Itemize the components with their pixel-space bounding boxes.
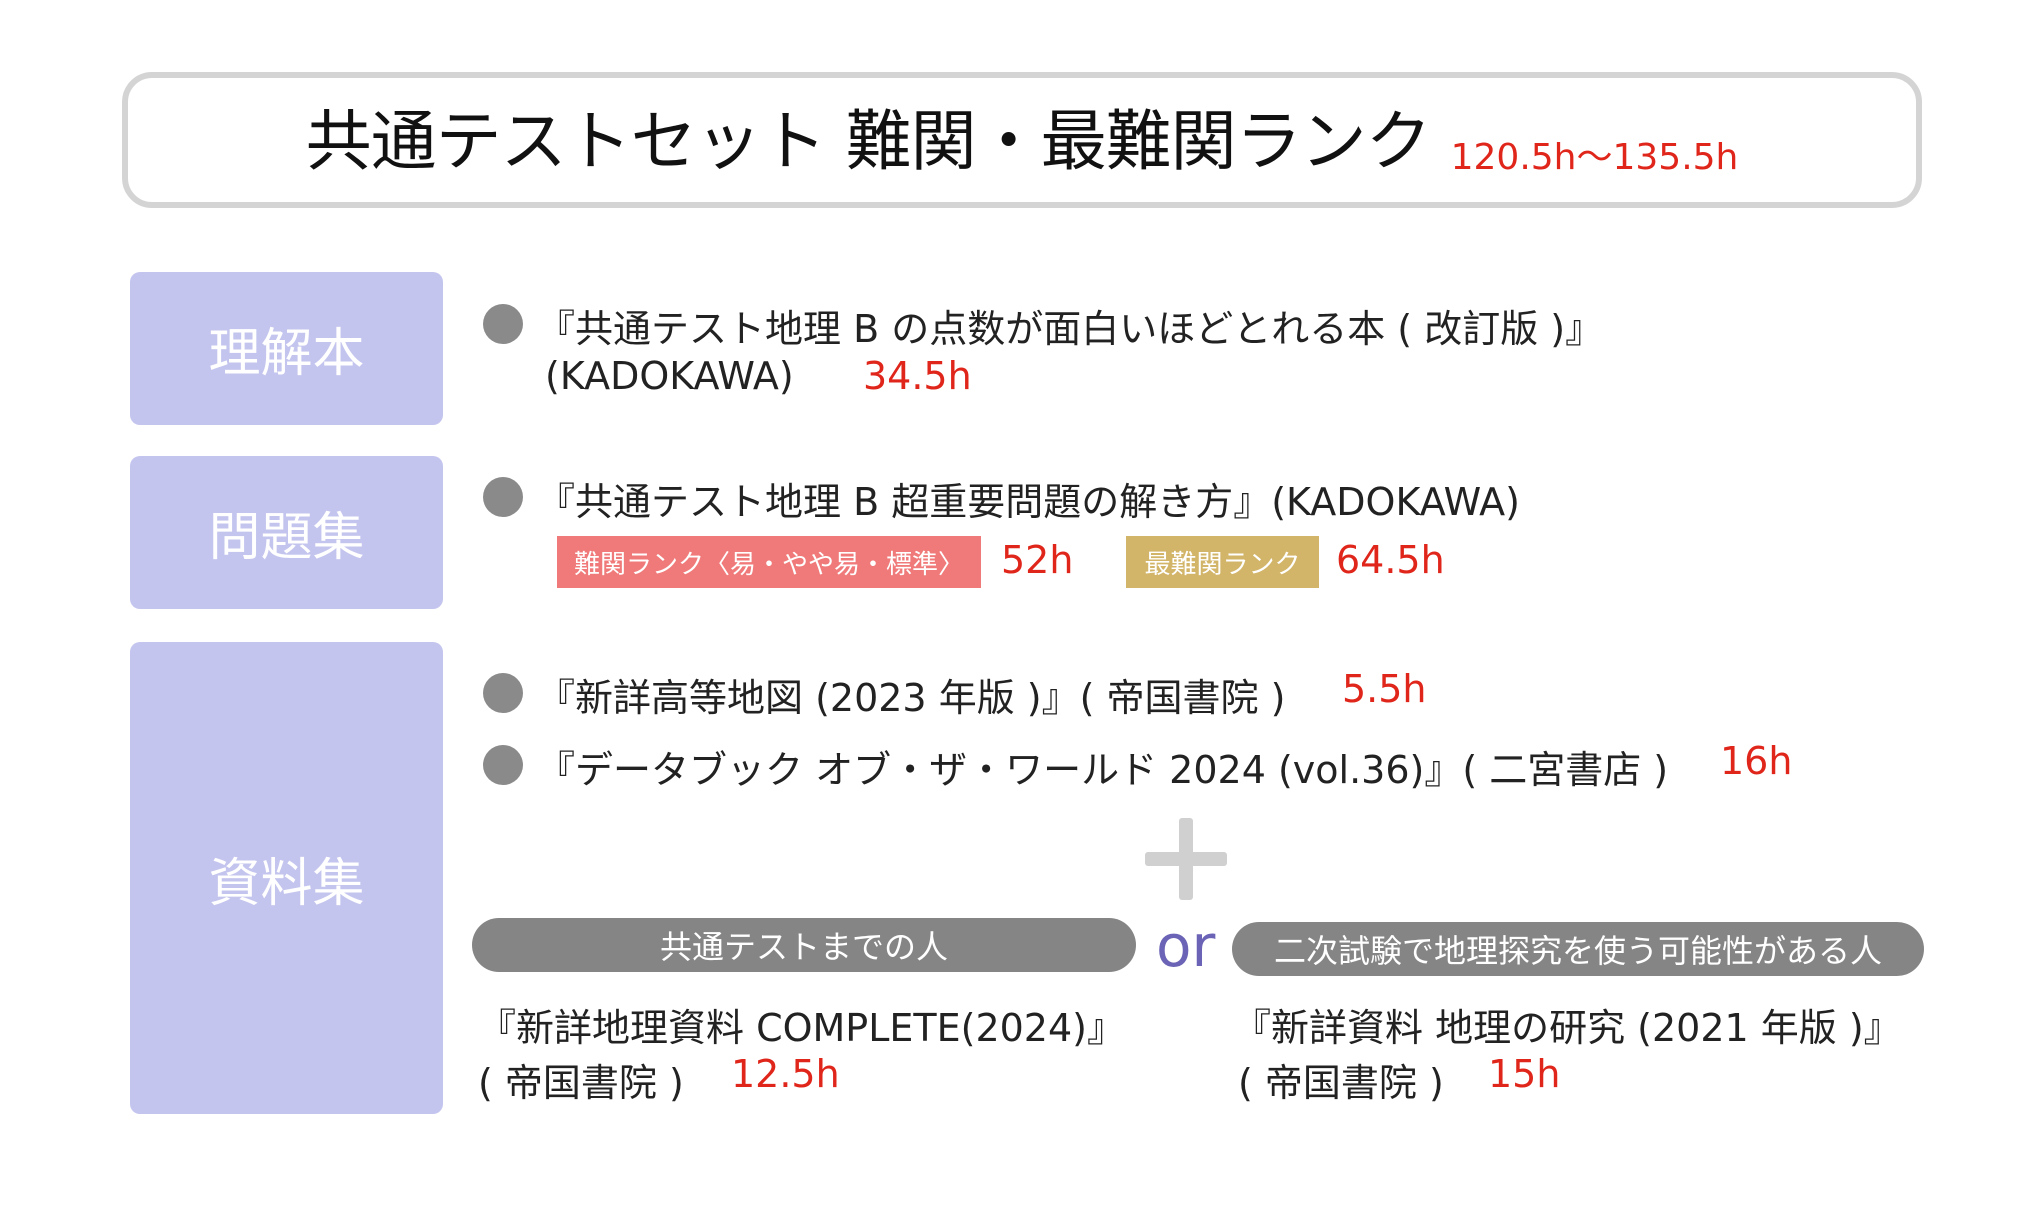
bullet-icon [483, 477, 523, 517]
tag-top-rank: 最難関ランク [1126, 536, 1319, 588]
material-item-atlas: 『新詳高等地図 (2023 年版 )』( 帝国書院 ) [537, 676, 1286, 720]
understanding-book-publisher: (KADOKAWA) [545, 354, 794, 398]
bullet-icon [483, 304, 523, 344]
page-title: 共通テストセット 難関・最難関ランク [305, 103, 1432, 180]
material-item-databook-hours: 16h [1720, 739, 1793, 783]
tag-difficult-rank: 難関ランク〈易・やや易・標準〉 [557, 536, 981, 588]
option-left-book-title: 『新詳地理資料 COMPLETE(2024)』 [478, 1006, 1125, 1050]
option-left-book-hours: 12.5h [731, 1052, 840, 1096]
bullet-icon [483, 745, 523, 785]
material-item-databook: 『データブック オブ・ザ・ワールド 2024 (vol.36)』( 二宮書店 ) [537, 748, 1669, 792]
material-item-atlas-hours: 5.5h [1342, 667, 1427, 711]
bullet-icon [483, 673, 523, 713]
option-pill-secondary-exam: 二次試験で地理探究を使う可能性がある人 [1232, 922, 1924, 976]
understanding-book-title: 『共通テスト地理 B の点数が面白いほどとれる本 ( 改訂版 )』 [537, 307, 1604, 351]
category-understanding: 理解本 [130, 272, 443, 425]
category-materials: 資料集 [130, 642, 443, 1114]
problem-book-hours-top: 64.5h [1336, 538, 1445, 582]
or-label: or [1156, 912, 1216, 980]
problem-book-hours-difficult: 52h [1001, 538, 1074, 582]
option-pill-common-test: 共通テストまでの人 [472, 918, 1136, 972]
problem-book-title: 『共通テスト地理 B 超重要問題の解き方』(KADOKAWA) [537, 480, 1520, 524]
option-left-book-publisher: ( 帝国書院 ) [478, 1061, 684, 1105]
understanding-book-hours: 34.5h [863, 354, 972, 398]
option-right-book-hours: 15h [1488, 1052, 1561, 1096]
title-hours: 120.5h〜135.5h [1450, 137, 1739, 178]
option-right-book-publisher: ( 帝国書院 ) [1238, 1061, 1444, 1105]
title-box: 共通テストセット 難関・最難関ランク 120.5h〜135.5h [122, 72, 1922, 208]
option-right-book-title: 『新詳資料 地理の研究 (2021 年版 )』 [1233, 1006, 1902, 1050]
category-problems: 問題集 [130, 456, 443, 609]
